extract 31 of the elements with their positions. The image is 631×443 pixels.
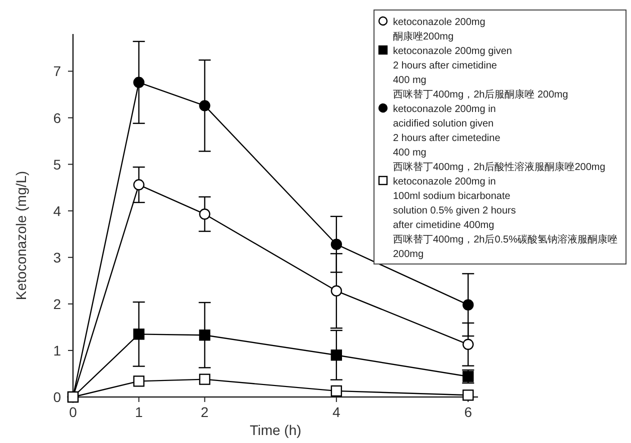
y-tick-label: 0 xyxy=(53,389,62,405)
y-axis-title: Ketoconazole (mg/L) xyxy=(13,170,29,300)
y-tick-label: 6 xyxy=(53,110,62,126)
y-tick-label: 5 xyxy=(53,156,62,172)
point xyxy=(330,238,342,250)
y-tick-label: 1 xyxy=(53,342,62,358)
x-tick-label: 4 xyxy=(332,404,341,420)
y-tick-label: 4 xyxy=(53,202,62,219)
point xyxy=(462,299,474,310)
legend-label: ketoconazole 200mg in 100ml sodium bicarbonate solution 0.5% given 2 hours after cimetidine 400mg 西咪替丁400mg，2h后0.5%碳酸氢钠溶液服酮康唑200mg xyxy=(393,176,618,260)
point xyxy=(330,350,342,361)
x-tick-label: 2 xyxy=(200,404,209,420)
point xyxy=(462,390,474,401)
point xyxy=(133,328,144,340)
x-tick-label: 1 xyxy=(134,404,143,420)
point xyxy=(330,385,342,397)
point xyxy=(199,208,210,220)
x-axis-title: Time (h) xyxy=(250,422,302,438)
x-tick-label: 6 xyxy=(464,404,472,420)
point xyxy=(199,330,210,341)
y-tick-label: 2 xyxy=(53,296,62,312)
y-tick-label: 7 xyxy=(53,63,62,80)
point xyxy=(462,338,474,350)
point xyxy=(133,76,144,88)
point xyxy=(133,376,144,387)
x-tick-label: 0 xyxy=(69,404,78,420)
y-tick-label: 3 xyxy=(53,249,62,266)
point xyxy=(330,285,342,296)
point xyxy=(133,179,144,190)
point xyxy=(199,374,210,385)
point xyxy=(199,100,210,112)
